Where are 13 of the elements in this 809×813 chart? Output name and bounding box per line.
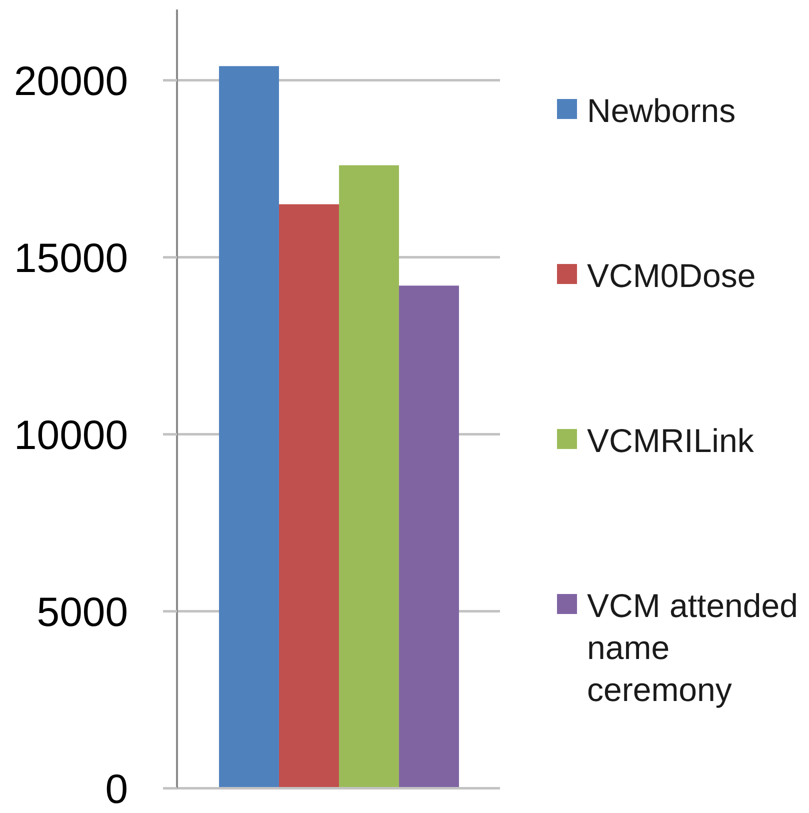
- y-tick-label: 5000: [36, 588, 128, 635]
- y-tick-label: 10000: [14, 412, 128, 458]
- y-tick-label: 20000: [14, 58, 128, 104]
- bar: [218, 66, 279, 788]
- bar: [338, 165, 399, 788]
- legend-label: VCMRILink: [587, 421, 755, 461]
- y-tick-label: 0: [105, 766, 128, 812]
- legend-label: VCM0Dose: [587, 256, 757, 296]
- y-tick-label: 15000: [14, 234, 128, 281]
- legend-label: Newborns: [587, 91, 737, 131]
- legend-label: VCM attended name ceremony: [587, 586, 799, 710]
- bar: [398, 286, 459, 788]
- bar: [278, 204, 339, 788]
